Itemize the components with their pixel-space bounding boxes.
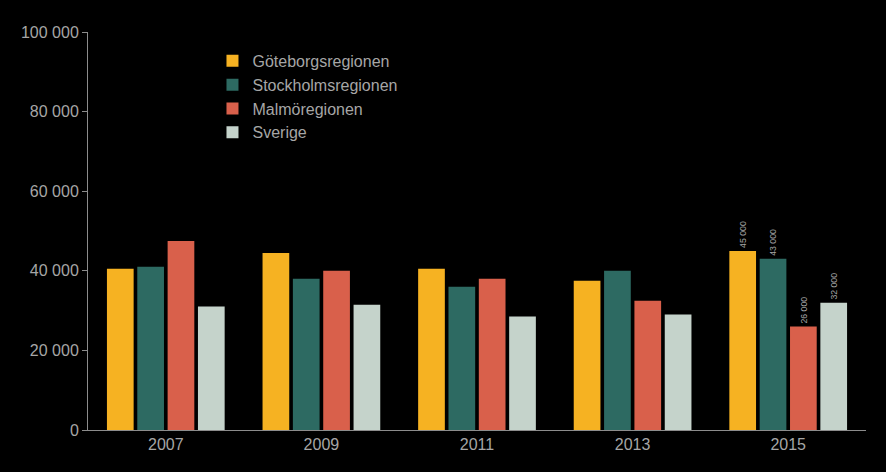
svg-text:100 000: 100 000: [21, 24, 79, 41]
svg-text:0: 0: [70, 422, 79, 439]
svg-text:40 000: 40 000: [30, 262, 79, 279]
svg-text:Stockholmsregionen: Stockholmsregionen: [252, 77, 397, 94]
svg-text:2013: 2013: [615, 436, 651, 453]
svg-text:Göteborgsregionen: Göteborgsregionen: [252, 53, 389, 70]
svg-text:43 000: 43 000: [768, 229, 778, 256]
svg-text:2007: 2007: [148, 436, 184, 453]
svg-text:2011: 2011: [460, 436, 495, 453]
svg-text:45 000: 45 000: [738, 221, 748, 248]
svg-text:20 000: 20 000: [30, 342, 79, 359]
svg-text:2015: 2015: [770, 436, 806, 453]
svg-text:32 000: 32 000: [829, 273, 839, 300]
svg-text:Malmöregionen: Malmöregionen: [252, 101, 362, 118]
svg-text:80 000: 80 000: [30, 103, 79, 120]
svg-text:60 000: 60 000: [30, 183, 79, 200]
svg-text:2009: 2009: [304, 436, 340, 453]
svg-text:26 000: 26 000: [799, 297, 809, 324]
svg-text:Sverige: Sverige: [252, 124, 306, 141]
